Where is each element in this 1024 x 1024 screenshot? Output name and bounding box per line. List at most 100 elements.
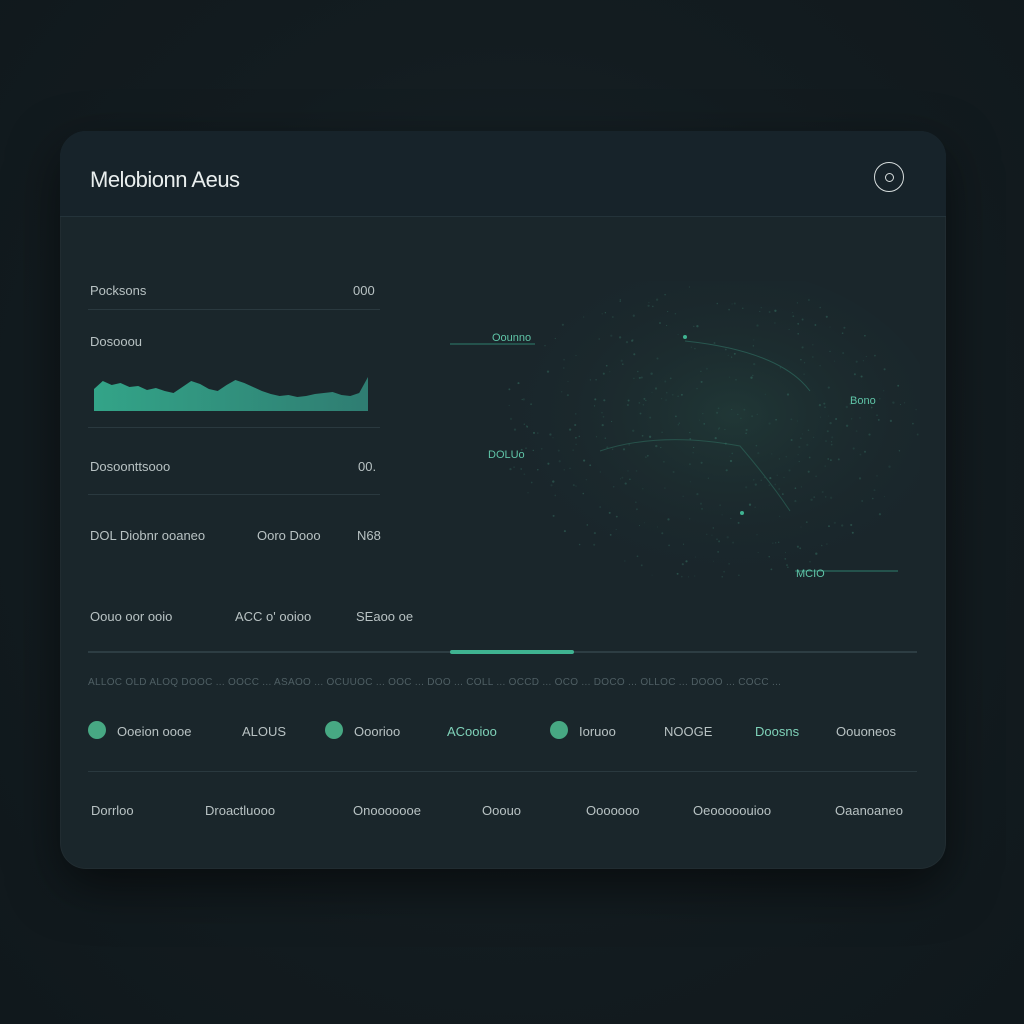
map-dot [706, 533, 708, 535]
map-dot [665, 399, 667, 401]
map-dot [609, 534, 612, 536]
map-glow [480, 281, 920, 596]
map-dot [829, 496, 833, 499]
map-dot [790, 439, 793, 441]
map-dot [771, 453, 773, 455]
circle-dot-icon[interactable] [874, 162, 904, 192]
map-dot [903, 402, 906, 404]
map-dot [532, 431, 536, 434]
map-dot [796, 302, 798, 304]
map-dot [593, 543, 596, 546]
map-link [599, 439, 791, 512]
legend-last: Oouoneos [836, 724, 896, 739]
map-dot [726, 536, 729, 539]
map-dot [674, 313, 677, 315]
map-dot [701, 508, 703, 510]
map-dot [727, 354, 729, 356]
map-dot [756, 533, 758, 536]
map-dot [823, 402, 826, 405]
timeline-range[interactable] [450, 650, 574, 654]
map-dot [806, 443, 809, 447]
map-dot [650, 372, 653, 375]
map-dot [883, 390, 885, 392]
map-dot [685, 560, 688, 563]
map-dot [622, 448, 626, 451]
map-dot [877, 418, 880, 421]
map-dot [632, 314, 635, 317]
map-dot [692, 446, 695, 449]
map-dot [677, 424, 679, 426]
map-dot [778, 541, 780, 543]
map-dot [619, 299, 622, 301]
map-dot [508, 404, 510, 406]
map-dot [550, 484, 553, 487]
map-dot [799, 547, 802, 550]
map-dot [525, 447, 527, 450]
map-dot [731, 452, 734, 455]
map-dot [723, 570, 725, 573]
map-label-2: Bono [850, 395, 876, 407]
map-dot [692, 452, 694, 454]
map-dot [563, 358, 566, 361]
map-dot [620, 359, 623, 362]
map-dot [601, 412, 603, 414]
map-dot [825, 315, 828, 318]
map-dot [833, 521, 836, 524]
map-dot [699, 419, 701, 421]
footer-tab-5[interactable]: Ooooooo [586, 803, 640, 818]
map-dot [716, 411, 719, 414]
map-dot [898, 450, 901, 452]
map-dot [730, 517, 732, 520]
map-dot [689, 437, 692, 440]
map-dot [654, 387, 658, 390]
legend-radio-3[interactable] [550, 721, 568, 739]
footer-tab-4[interactable]: Ooouo [482, 803, 522, 818]
map-dot [757, 551, 759, 554]
map-dot [517, 382, 520, 385]
map-dot [915, 408, 917, 411]
map-dot [598, 338, 600, 340]
map-dot [778, 458, 780, 460]
map-dot [731, 356, 733, 358]
map-dot [672, 471, 675, 473]
map-dot [745, 486, 748, 489]
map-dot [788, 469, 791, 472]
map-dot [642, 488, 644, 490]
map-dot [561, 391, 563, 393]
legend-radio-2[interactable] [325, 721, 343, 739]
map-dot [724, 348, 727, 351]
map-dot [682, 495, 684, 497]
metric-value-4: N68 [357, 528, 381, 543]
footer-tab-2[interactable]: Droactluooo [205, 803, 276, 818]
map-dot [728, 376, 731, 378]
map-dot [835, 418, 838, 420]
map-dot [664, 380, 667, 383]
footer-tab-3[interactable]: Onooooooe [353, 803, 421, 818]
map-dot [703, 423, 705, 425]
map-dot [537, 432, 539, 434]
map-dot [829, 421, 832, 425]
map-dot [601, 423, 604, 427]
map-dot [526, 425, 529, 428]
map-dot [578, 543, 581, 546]
map-dot [754, 506, 756, 508]
legend-radio-1[interactable] [88, 721, 106, 739]
map-dot [586, 524, 589, 526]
map-dot [770, 568, 773, 571]
map-dot [589, 379, 591, 381]
map-dot [647, 304, 650, 307]
map-dot [638, 376, 641, 379]
footer-tab-7[interactable]: Oaanoaneo [835, 803, 903, 818]
map-dot [568, 428, 572, 431]
divider [88, 494, 380, 495]
map-dot [639, 412, 642, 415]
footer-tab-6[interactable]: Oeooooouioo [693, 803, 772, 818]
map-dot [740, 417, 742, 420]
map-dot [572, 449, 574, 451]
map-dot [756, 324, 759, 327]
metric-label-4: DOL Diobnr ooaneo [90, 528, 206, 543]
footer-tab-1[interactable]: Dorrloo [91, 803, 134, 818]
map-dot [824, 406, 826, 409]
map-dot [638, 402, 641, 404]
map-dot [785, 456, 787, 458]
